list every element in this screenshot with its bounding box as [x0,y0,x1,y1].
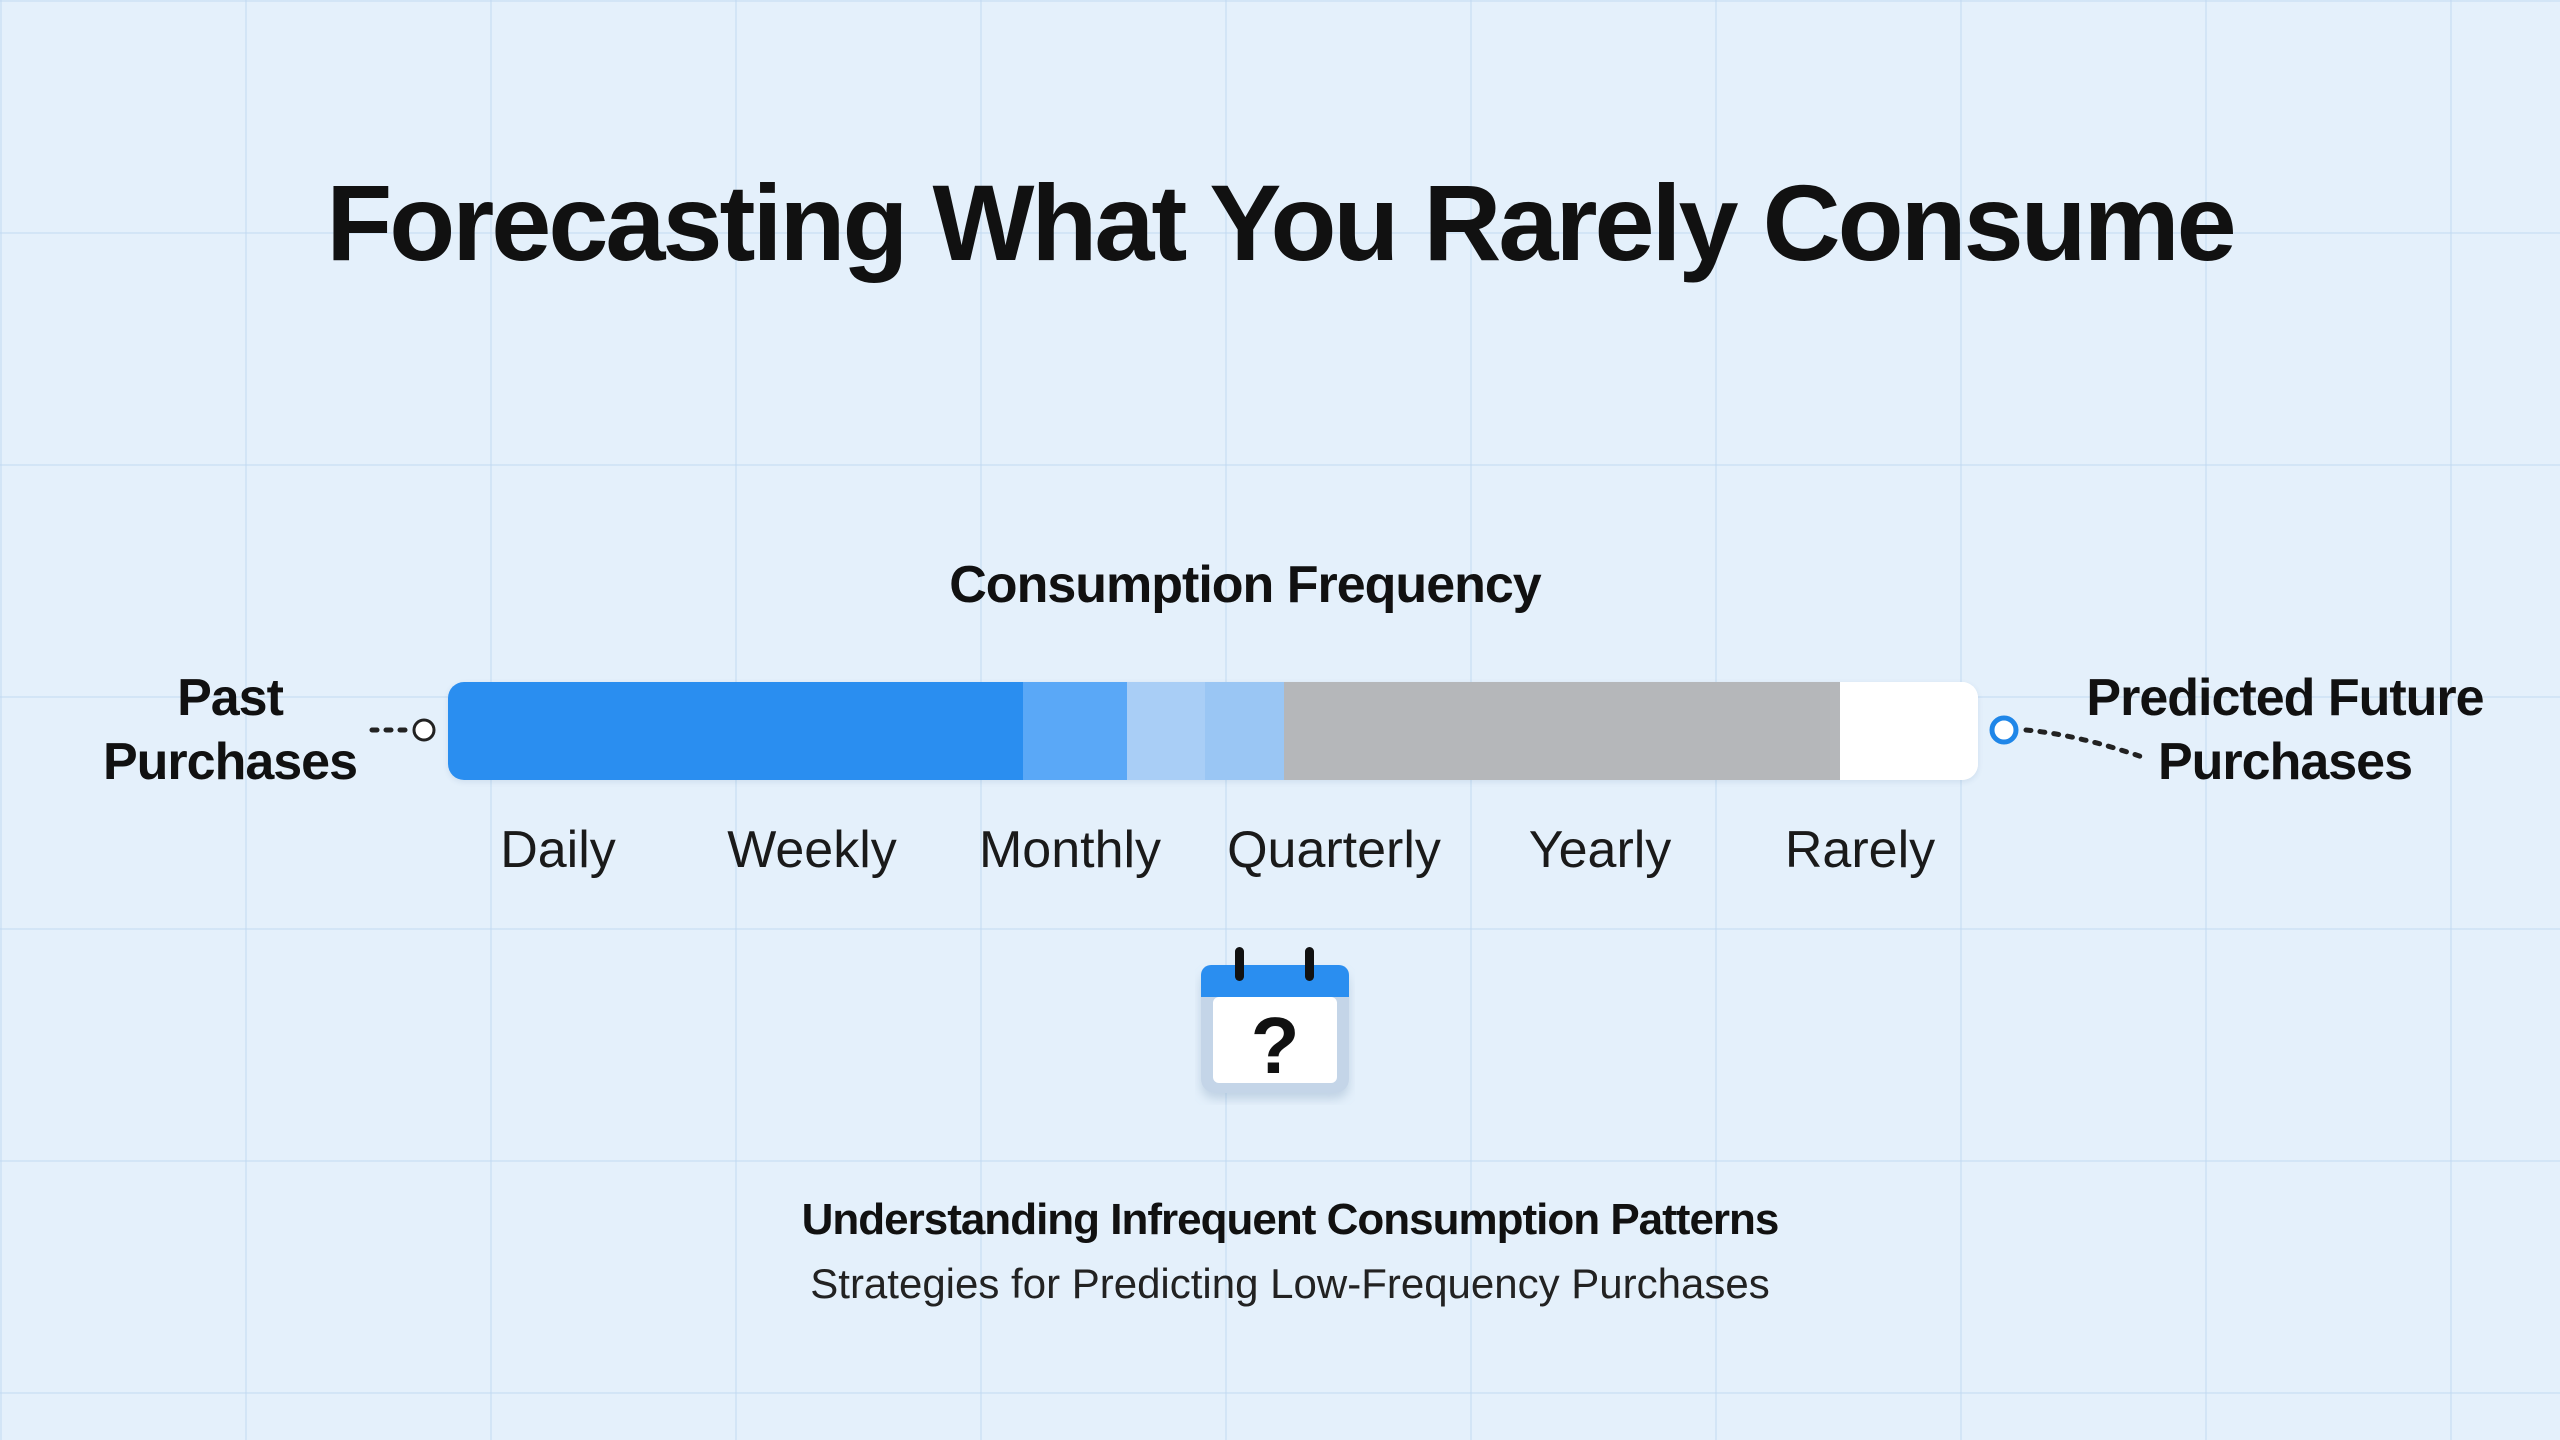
segment-monthly-b [1127,682,1205,780]
future-purchases-label: Predicted Future Purchases [2055,666,2515,794]
past-label-line-2: Purchases [102,733,358,791]
frequency-label-quarterly: Quarterly [1227,821,1441,879]
page-title: Forecasting What You Rarely Consume [326,162,2236,283]
frequency-label-monthly: Monthly [978,821,1162,879]
frequency-label-weekly: Weekly [727,821,897,879]
past-label-line-1: Past [177,669,284,727]
frequency-label-rarely: Rarely [1784,821,1936,879]
past-connector-node [412,718,436,742]
segment-rarely [1840,682,1978,780]
segment-monthly-a [1023,682,1127,780]
frequency-label-daily: Daily [500,821,616,879]
future-label-line-1: Predicted Future [2086,669,2484,727]
frequency-label-yearly: Yearly [1528,821,1672,879]
segment-quarterly [1205,682,1284,780]
calendar-question-icon: ? [1201,947,1349,1093]
future-connector-line [2023,727,2148,761]
segment-yearly [1284,682,1840,780]
calendar-question-mark: ? [1251,1001,1300,1090]
bar-heading: Consumption Frequency [949,556,1541,614]
footer-subheading: Strategies for Predicting Low-Frequency … [810,1260,1770,1307]
future-label-line-2: Purchases [2157,733,2413,791]
future-connector-node [1989,715,2019,745]
footer-heading: Understanding Infrequent Consumption Pat… [801,1195,1780,1244]
frequency-bar [448,682,1978,780]
past-purchases-label: Past Purchases [80,666,380,794]
segment-daily-weekly [448,682,1023,780]
